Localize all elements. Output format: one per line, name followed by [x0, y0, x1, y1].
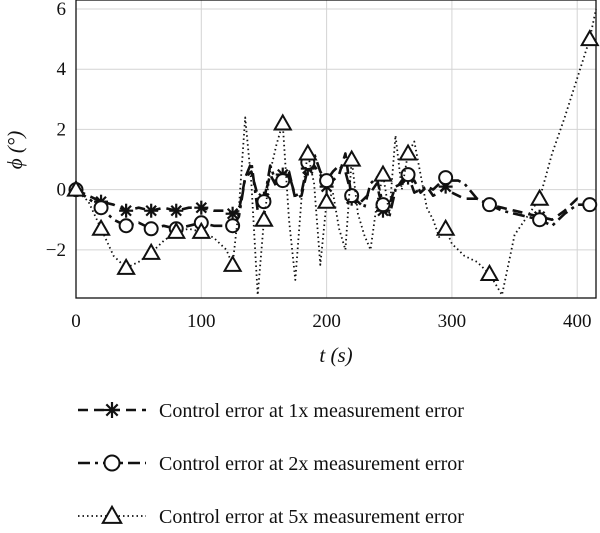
circle-marker	[582, 197, 598, 213]
x-tick-label: 200	[312, 311, 341, 332]
circle-marker	[103, 454, 121, 472]
asterisk-marker	[169, 203, 184, 218]
circle-marker	[438, 170, 454, 186]
circle-marker	[319, 173, 335, 189]
triangle-marker	[298, 143, 318, 161]
triangle-marker	[141, 242, 161, 260]
asterisk-marker	[225, 206, 240, 221]
legend-label: Control error at 2x measurement error	[159, 453, 464, 475]
triangle-marker	[579, 29, 600, 47]
tick-labels: 0 100 200 300 400 −2 0 2 4 6	[46, 0, 592, 332]
triangle-marker	[435, 218, 456, 236]
asterisk-marker	[194, 200, 209, 215]
x-axis-title: t (s)	[319, 343, 352, 367]
series-line	[75, 152, 596, 231]
series-2	[68, 152, 598, 237]
asterisk-marker	[104, 402, 120, 418]
triangle-marker	[91, 218, 111, 236]
triangle-marker	[373, 164, 393, 182]
legend-item: Control error at 2x measurement error	[78, 453, 464, 475]
circle-marker	[532, 212, 548, 228]
triangle-marker	[101, 504, 123, 524]
asterisk-marker	[119, 203, 134, 218]
circle-marker	[256, 194, 272, 210]
legend-item: Control error at 1x measurement error	[78, 400, 464, 422]
circle-marker	[118, 218, 134, 234]
legend: Control error at 1x measurement error Con…	[78, 400, 464, 528]
triangle-marker	[398, 143, 418, 161]
series-layer	[66, 8, 600, 296]
triangle-marker	[191, 221, 212, 239]
y-tick-label: 0	[57, 180, 67, 201]
x-tick-label: 400	[563, 311, 592, 332]
x-tick-label: 0	[71, 311, 81, 332]
triangle-marker	[222, 254, 243, 272]
circle-marker	[143, 221, 159, 237]
legend-item: Control error at 5x measurement error	[78, 504, 464, 528]
triangle-marker	[254, 209, 274, 227]
triangle-marker	[479, 263, 500, 281]
circle-marker	[481, 197, 497, 213]
plot-frame	[75, 0, 597, 299]
legend-label: Control error at 1x measurement error	[159, 400, 464, 422]
y-tick-label: 6	[57, 0, 67, 20]
y-tick-label: 4	[57, 59, 67, 80]
grid-lines	[75, 0, 596, 298]
triangle-marker	[272, 113, 293, 131]
x-tick-label: 300	[438, 311, 467, 332]
triangle-marker	[66, 179, 86, 197]
triangle-marker	[166, 221, 187, 239]
y-tick-label: 2	[57, 119, 67, 140]
circle-marker	[93, 200, 109, 216]
series-3	[66, 8, 600, 296]
triangle-marker	[341, 149, 362, 167]
asterisk-marker	[144, 203, 159, 218]
legend-label: Control error at 5x measurement error	[159, 506, 464, 528]
circle-marker	[225, 218, 241, 234]
y-tick-label: −2	[46, 240, 66, 261]
x-tick-label: 100	[187, 311, 216, 332]
circle-marker	[375, 197, 391, 213]
y-axis-title: ϕ (°)	[3, 131, 27, 170]
triangle-marker	[116, 257, 136, 275]
triangle-marker	[316, 191, 337, 209]
circle-marker	[275, 173, 291, 189]
triangle-marker	[529, 188, 550, 206]
